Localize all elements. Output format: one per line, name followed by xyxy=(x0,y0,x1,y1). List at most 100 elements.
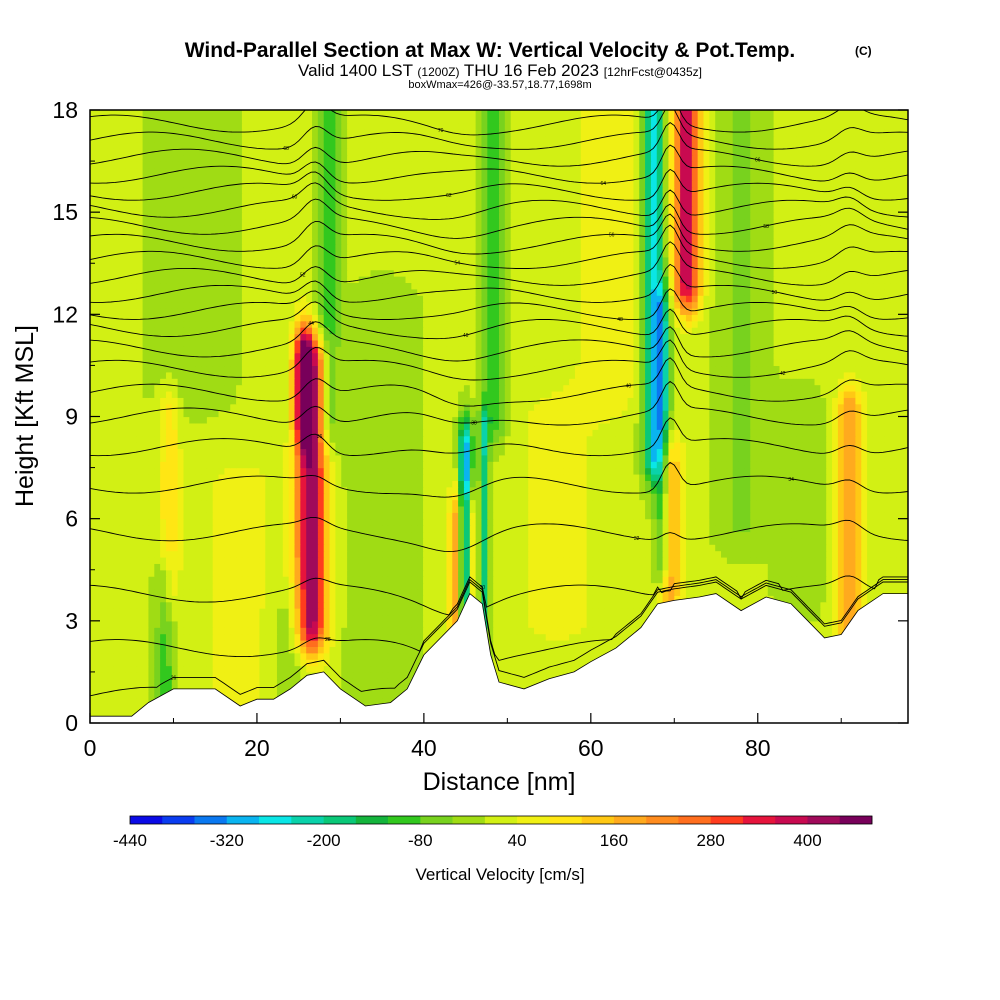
velocity-cell xyxy=(580,531,588,539)
velocity-cell xyxy=(493,633,500,641)
velocity-cell xyxy=(499,620,506,628)
velocity-cell xyxy=(352,652,360,660)
velocity-cell xyxy=(872,556,880,564)
velocity-cell xyxy=(90,678,97,686)
velocity-cell xyxy=(446,614,453,622)
velocity-cell xyxy=(271,620,278,628)
velocity-cell xyxy=(650,550,658,558)
velocity-cell xyxy=(499,525,506,533)
velocity-cell xyxy=(317,608,325,616)
velocity-cell xyxy=(136,518,144,526)
velocity-cell xyxy=(440,569,448,577)
velocity-cell xyxy=(165,582,173,590)
velocity-cell xyxy=(569,582,576,590)
velocity-cell xyxy=(837,556,845,564)
velocity-cell xyxy=(218,499,225,507)
velocity-cell xyxy=(522,531,529,539)
velocity-cell xyxy=(796,550,804,558)
velocity-cell xyxy=(358,691,366,699)
velocity-cell xyxy=(791,505,798,513)
velocity-cell xyxy=(510,569,518,577)
velocity-cell xyxy=(516,646,523,654)
velocity-cell xyxy=(212,512,220,520)
velocity-cell xyxy=(405,652,412,660)
velocity-cell xyxy=(95,550,103,558)
velocity-cell xyxy=(387,556,395,564)
velocity-cell xyxy=(691,563,699,571)
velocity-cell xyxy=(890,544,897,552)
velocity-cell xyxy=(604,582,611,590)
velocity-cell xyxy=(399,608,407,616)
velocity-cell xyxy=(393,608,401,616)
velocity-cell xyxy=(598,608,605,616)
velocity-cell xyxy=(814,544,821,552)
velocity-cell xyxy=(358,518,366,526)
velocity-cell xyxy=(814,595,821,603)
velocity-cell xyxy=(142,531,150,539)
velocity-cell xyxy=(387,576,395,584)
velocity-cell xyxy=(685,569,693,577)
velocity-cell xyxy=(212,684,220,692)
velocity-cell xyxy=(528,550,535,558)
velocity-cell xyxy=(95,646,103,654)
velocity-cell xyxy=(230,499,237,507)
velocity-cell xyxy=(621,556,629,564)
velocity-cell xyxy=(236,512,243,520)
velocity-cell xyxy=(569,633,576,641)
velocity-cell xyxy=(510,537,518,545)
velocity-cell xyxy=(650,525,658,533)
velocity-cell xyxy=(370,537,377,545)
velocity-cell xyxy=(195,652,202,660)
velocity-cell xyxy=(592,652,599,660)
velocity-cell xyxy=(154,659,161,667)
velocity-cell xyxy=(475,493,483,501)
velocity-cell xyxy=(539,582,547,590)
velocity-cell xyxy=(276,691,284,699)
velocity-cell xyxy=(165,627,173,635)
velocity-cell xyxy=(370,665,377,673)
velocity-cell xyxy=(837,550,845,558)
velocity-cell xyxy=(335,665,342,673)
velocity-cell xyxy=(393,563,401,571)
velocity-cell xyxy=(265,691,272,699)
velocity-cell xyxy=(387,633,395,641)
velocity-cell xyxy=(212,639,220,647)
velocity-cell xyxy=(773,556,781,564)
velocity-cell xyxy=(604,620,611,628)
velocity-cell xyxy=(463,525,471,533)
velocity-cell xyxy=(312,582,319,590)
velocity-cell xyxy=(300,582,307,590)
velocity-cell xyxy=(668,518,675,526)
velocity-cell xyxy=(387,627,395,635)
velocity-cell xyxy=(534,518,541,526)
velocity-cell xyxy=(849,582,857,590)
velocity-cell xyxy=(107,531,114,539)
velocity-cell xyxy=(645,531,652,539)
velocity-cell xyxy=(382,671,389,679)
velocity-cell xyxy=(703,525,710,533)
velocity-cell xyxy=(183,652,190,660)
velocity-cell xyxy=(224,518,231,526)
velocity-cell xyxy=(218,633,225,641)
velocity-cell xyxy=(551,639,559,647)
velocity-cell xyxy=(563,531,570,539)
velocity-cell xyxy=(411,665,418,673)
velocity-cell xyxy=(539,563,547,571)
velocity-cell xyxy=(154,678,161,686)
velocity-cell xyxy=(551,544,559,552)
velocity-cell xyxy=(90,659,97,667)
velocity-cell xyxy=(177,595,185,603)
velocity-cell xyxy=(230,614,237,622)
velocity-cell xyxy=(393,525,401,533)
velocity-cell xyxy=(504,620,512,628)
velocity-cell xyxy=(703,544,710,552)
velocity-cell xyxy=(271,633,278,641)
velocity-cell xyxy=(633,505,640,513)
velocity-cell xyxy=(487,608,494,616)
velocity-cell xyxy=(195,505,202,513)
velocity-cell xyxy=(113,671,120,679)
velocity-cell xyxy=(738,544,745,552)
velocity-cell xyxy=(95,620,103,628)
velocity-cell xyxy=(107,646,114,654)
velocity-cell xyxy=(148,659,155,667)
